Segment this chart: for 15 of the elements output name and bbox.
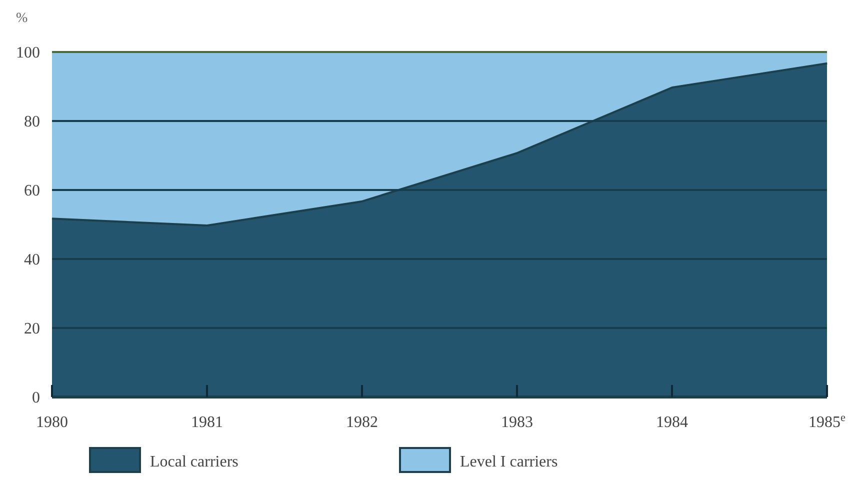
x-tick-label: 1980 <box>36 414 68 431</box>
x-tick-label: 1985$^{e}$ <box>808 412 846 431</box>
x-tick-label: 1984 <box>656 414 688 431</box>
legend-label: Local carriers <box>150 454 238 471</box>
legend-label: Level I carriers <box>460 454 558 471</box>
x-tick-label: 1983 <box>501 414 533 431</box>
x-tick-label: 1982 <box>346 414 378 431</box>
x-tick-label: 1981 <box>191 414 223 431</box>
y-tick-label: 100 <box>16 44 40 62</box>
y-tick-label: 80 <box>24 114 40 131</box>
y-tick-label: 20 <box>24 320 40 338</box>
y-tick-label: 60 <box>24 182 40 200</box>
y-tick-label: 0 <box>32 390 40 407</box>
y-axis-title: % <box>16 11 28 26</box>
y-tick-label: 40 <box>24 252 40 269</box>
